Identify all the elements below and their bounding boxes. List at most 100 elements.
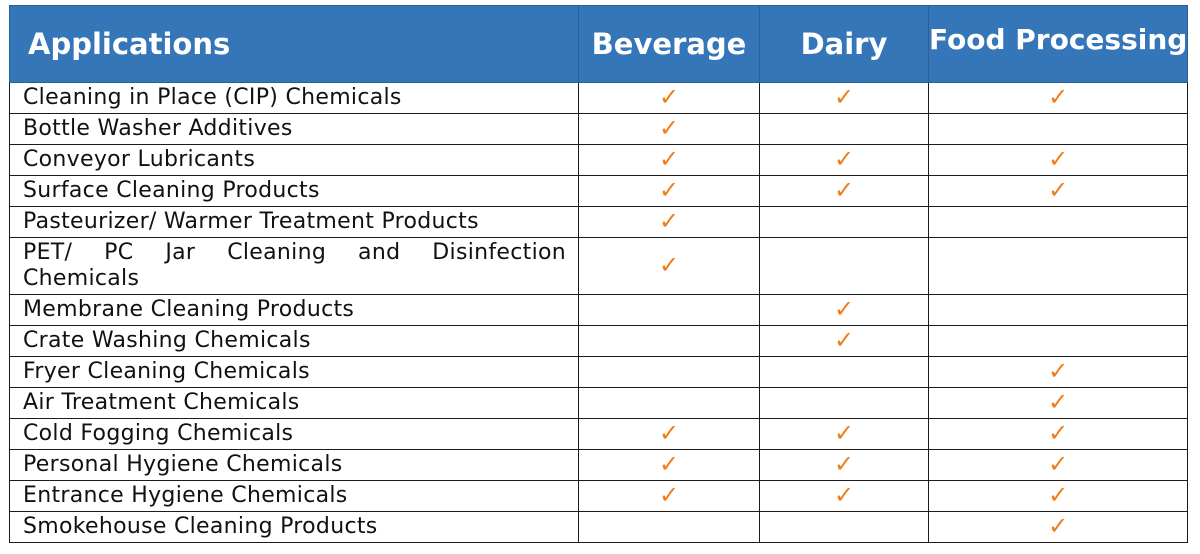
cell-dairy: ✓ xyxy=(759,325,929,357)
checkmark-icon: ✓ xyxy=(658,418,680,447)
cell-food-processing xyxy=(927,113,1189,145)
application-name: Fryer Cleaning Chemicals xyxy=(9,356,579,388)
cell-beverage: ✓ xyxy=(578,480,760,512)
cell-beverage: ✓ xyxy=(578,418,760,450)
cell-food-processing: ✓ xyxy=(927,144,1189,176)
checkmark-icon: ✓ xyxy=(1048,480,1069,509)
checkmark-icon: ✓ xyxy=(658,250,680,279)
checkmark-icon: ✓ xyxy=(1048,511,1069,540)
application-name: PET/ PC Jar Cleaning and Disinfection Ch… xyxy=(9,237,579,295)
cell-beverage: ✓ xyxy=(578,449,760,481)
table-row: Entrance Hygiene Chemicals ✓ ✓ ✓ xyxy=(9,480,1189,512)
cell-food-processing: ✓ xyxy=(927,449,1189,481)
checkmark-icon: ✓ xyxy=(658,480,680,509)
cell-dairy: ✓ xyxy=(759,418,929,450)
cell-beverage: ✓ xyxy=(578,82,760,114)
table-row: PET/ PC Jar Cleaning and Disinfection Ch… xyxy=(9,237,1189,295)
cell-beverage: ✓ xyxy=(578,237,760,295)
application-name: Air Treatment Chemicals xyxy=(9,387,579,419)
cell-food-processing: ✓ xyxy=(927,82,1189,114)
table-row: Surface Cleaning Products ✓ ✓ ✓ xyxy=(9,175,1189,207)
cell-food-processing: ✓ xyxy=(927,511,1189,543)
cell-food-processing: ✓ xyxy=(927,175,1189,207)
cell-food-processing: ✓ xyxy=(927,356,1189,388)
cell-dairy: ✓ xyxy=(759,144,929,176)
table-body: Cleaning in Place (CIP) Chemicals ✓ ✓ ✓ Bott… xyxy=(9,82,1189,543)
cell-food-processing: ✓ xyxy=(927,387,1189,419)
checkmark-icon: ✓ xyxy=(833,294,855,323)
cell-dairy xyxy=(759,387,929,419)
application-name: Surface Cleaning Products xyxy=(9,175,579,207)
cell-beverage xyxy=(578,294,760,326)
application-name: Entrance Hygiene Chemicals xyxy=(9,480,579,512)
column-header-applications: Applications xyxy=(9,5,579,83)
table-row: Air Treatment Chemicals ✓ xyxy=(9,387,1189,419)
cell-beverage xyxy=(578,356,760,388)
checkmark-icon: ✓ xyxy=(1048,449,1069,478)
checkmark-icon: ✓ xyxy=(1048,387,1069,416)
application-name: Bottle Washer Additives xyxy=(9,113,579,145)
checkmark-icon: ✓ xyxy=(658,449,680,478)
column-header-food-processing: Food Processing xyxy=(927,5,1189,83)
table-row: Smokehouse Cleaning Products ✓ xyxy=(9,511,1189,543)
table-row: Membrane Cleaning Products ✓ xyxy=(9,294,1189,326)
cell-dairy: ✓ xyxy=(759,449,929,481)
application-name: Smokehouse Cleaning Products xyxy=(9,511,579,543)
cell-dairy: ✓ xyxy=(759,175,929,207)
checkmark-icon: ✓ xyxy=(658,144,680,173)
table-row: Pasteurizer/ Warmer Treatment Products ✓ xyxy=(9,206,1189,238)
cell-beverage: ✓ xyxy=(578,206,760,238)
cell-dairy xyxy=(759,511,929,543)
checkmark-icon: ✓ xyxy=(833,144,855,173)
checkmark-icon: ✓ xyxy=(833,480,855,509)
cell-dairy: ✓ xyxy=(759,294,929,326)
table-row: Fryer Cleaning Chemicals ✓ xyxy=(9,356,1189,388)
cell-food-processing xyxy=(927,294,1189,326)
cell-dairy: ✓ xyxy=(759,82,929,114)
application-name: Crate Washing Chemicals xyxy=(9,325,579,357)
cell-food-processing xyxy=(927,237,1189,295)
applications-table: Applications Beverage Dairy Food Process… xyxy=(9,5,1189,543)
application-name: Cleaning in Place (CIP) Chemicals xyxy=(9,82,579,114)
cell-dairy: ✓ xyxy=(759,480,929,512)
checkmark-icon: ✓ xyxy=(833,175,855,204)
cell-dairy xyxy=(759,206,929,238)
cell-beverage: ✓ xyxy=(578,113,760,145)
cell-beverage: ✓ xyxy=(578,175,760,207)
checkmark-icon: ✓ xyxy=(658,206,680,235)
application-name: Cold Fogging Chemicals xyxy=(9,418,579,450)
checkmark-icon: ✓ xyxy=(658,82,680,111)
checkmark-icon: ✓ xyxy=(833,449,855,478)
cell-beverage xyxy=(578,387,760,419)
checkmark-icon: ✓ xyxy=(1048,356,1069,385)
application-name: Conveyor Lubricants xyxy=(9,144,579,176)
checkmark-icon: ✓ xyxy=(833,418,855,447)
cell-dairy xyxy=(759,356,929,388)
application-name: Membrane Cleaning Products xyxy=(9,294,579,326)
table-header: Applications Beverage Dairy Food Process… xyxy=(9,5,1189,83)
table-row: Crate Washing Chemicals ✓ xyxy=(9,325,1189,357)
column-header-dairy: Dairy xyxy=(759,5,929,83)
cell-food-processing: ✓ xyxy=(927,480,1189,512)
table-row: Cleaning in Place (CIP) Chemicals ✓ ✓ ✓ xyxy=(9,82,1189,114)
cell-dairy xyxy=(759,237,929,295)
cell-food-processing xyxy=(927,325,1189,357)
checkmark-icon: ✓ xyxy=(658,175,680,204)
column-header-beverage: Beverage xyxy=(578,5,760,83)
checkmark-icon: ✓ xyxy=(658,113,680,142)
cell-dairy xyxy=(759,113,929,145)
header-row: Applications Beverage Dairy Food Process… xyxy=(9,5,1189,83)
cell-food-processing xyxy=(927,206,1189,238)
checkmark-icon: ✓ xyxy=(1048,175,1069,204)
cell-beverage: ✓ xyxy=(578,144,760,176)
cell-beverage xyxy=(578,325,760,357)
checkmark-icon: ✓ xyxy=(833,325,855,354)
table-row: Conveyor Lubricants ✓ ✓ ✓ xyxy=(9,144,1189,176)
application-name: Pasteurizer/ Warmer Treatment Products xyxy=(9,206,579,238)
table-row: Personal Hygiene Chemicals ✓ ✓ ✓ xyxy=(9,449,1189,481)
checkmark-icon: ✓ xyxy=(1048,144,1069,173)
checkmark-icon: ✓ xyxy=(1048,82,1069,111)
table-row: Cold Fogging Chemicals ✓ ✓ ✓ xyxy=(9,418,1189,450)
checkmark-icon: ✓ xyxy=(1048,418,1069,447)
checkmark-icon: ✓ xyxy=(833,82,855,111)
